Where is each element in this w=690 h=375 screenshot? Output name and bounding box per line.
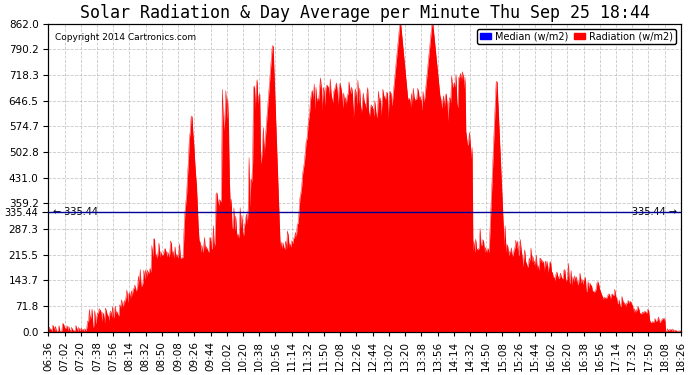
Text: Copyright 2014 Cartronics.com: Copyright 2014 Cartronics.com — [55, 33, 196, 42]
Text: 335.44 →: 335.44 → — [632, 207, 678, 217]
Legend: Median (w/m2), Radiation (w/m2): Median (w/m2), Radiation (w/m2) — [477, 28, 676, 44]
Title: Solar Radiation & Day Average per Minute Thu Sep 25 18:44: Solar Radiation & Day Average per Minute… — [79, 4, 649, 22]
Text: ← 335.44: ← 335.44 — [53, 207, 98, 217]
